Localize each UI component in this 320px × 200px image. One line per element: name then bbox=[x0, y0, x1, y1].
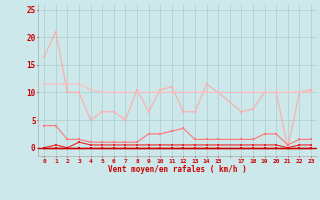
X-axis label: Vent moyen/en rafales ( km/h ): Vent moyen/en rafales ( km/h ) bbox=[108, 165, 247, 174]
